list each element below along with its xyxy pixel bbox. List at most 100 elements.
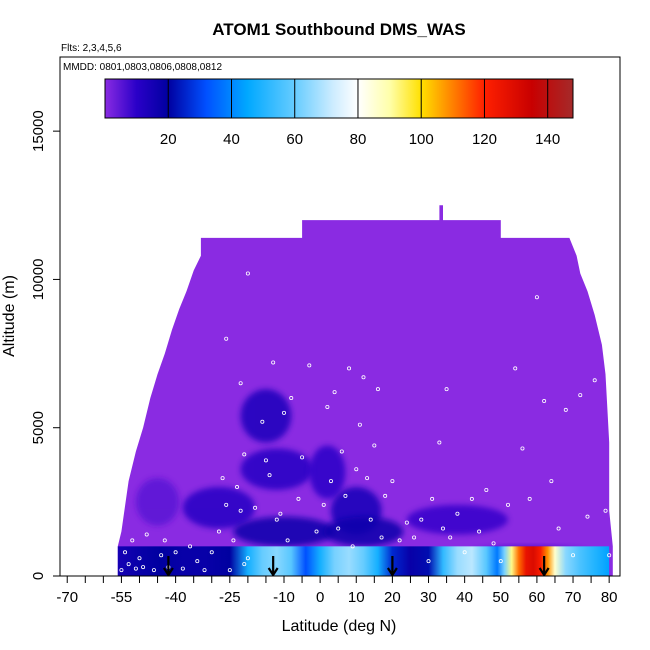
sample-point: [563, 407, 568, 412]
sample-point: [578, 393, 583, 398]
colorbar-tick-label: 120: [472, 131, 497, 148]
y-tick-label: 0: [30, 572, 47, 580]
sample-point: [195, 559, 200, 564]
arrow-markers: [162, 556, 550, 576]
field-blob: [240, 448, 313, 490]
sample-point: [119, 568, 124, 573]
sample-point: [173, 550, 178, 555]
x-tick-label: 50: [492, 589, 509, 606]
colorbar-tick-label: 20: [160, 131, 177, 148]
sample-point: [321, 502, 326, 507]
surface-layer-band: [117, 546, 610, 576]
sample-point: [571, 553, 576, 558]
sample-point: [231, 538, 236, 543]
colorbar-frame: [104, 78, 574, 119]
sample-point: [469, 496, 474, 501]
sample-point: [325, 404, 330, 409]
x-tick-label: -55: [111, 589, 133, 606]
sample-point: [534, 295, 539, 300]
sample-point: [300, 455, 305, 460]
x-axis-label: Latitude (deg N): [282, 618, 397, 635]
sample-point: [527, 496, 532, 501]
sample-point: [242, 562, 247, 567]
field-blob: [406, 504, 508, 535]
down-arrow-marker: [386, 556, 398, 576]
sample-point: [607, 553, 612, 558]
sample-point: [133, 566, 138, 571]
sample-point: [162, 538, 167, 543]
x-tick-label: -40: [165, 589, 187, 606]
sample-point: [412, 535, 417, 540]
x-tick-label: 80: [601, 589, 618, 606]
sample-point: [271, 360, 276, 365]
sample-point: [498, 559, 503, 564]
sample-point: [513, 366, 518, 371]
sample-point: [274, 517, 279, 522]
sample-point: [354, 467, 359, 472]
x-tick-label: 10: [348, 589, 365, 606]
y-axis: 0 5000 10000 15000: [30, 110, 60, 580]
field-blob: [233, 516, 335, 547]
colorbar-tick-label: 140: [535, 131, 560, 148]
sample-point: [328, 479, 333, 484]
sample-point: [242, 452, 247, 457]
sample-point: [202, 568, 207, 573]
sample-point: [477, 529, 482, 534]
colorbar-bar: [105, 79, 573, 118]
sample-point: [549, 479, 554, 484]
concentration-field: [135, 389, 595, 565]
sample-point: [592, 378, 597, 383]
sample-point: [379, 535, 384, 540]
sample-point: [159, 553, 164, 558]
sample-point: [332, 390, 337, 395]
sample-point: [141, 565, 146, 570]
colorbar: 20 40 60 80 100 120 140: [104, 78, 574, 148]
coverage-area: [117, 205, 613, 576]
sample-point: [368, 517, 373, 522]
sample-point: [390, 479, 395, 484]
colorbar-ticks: 20 40 60 80 100 120 140: [160, 79, 560, 148]
sample-point: [123, 550, 128, 555]
x-tick-label: -25: [219, 589, 241, 606]
x-tick-label: -10: [273, 589, 295, 606]
sample-point: [484, 487, 489, 492]
sample-point: [430, 496, 435, 501]
sample-point: [188, 544, 193, 549]
sample-point: [253, 505, 258, 510]
sample-point: [350, 544, 355, 549]
sample-point: [372, 443, 377, 448]
sample-point: [383, 493, 388, 498]
sample-point: [505, 502, 510, 507]
sample-point: [281, 410, 286, 415]
sample-point: [336, 526, 341, 531]
sample-point: [245, 271, 250, 276]
sample-point: [520, 446, 525, 451]
x-tick-label: 30: [420, 589, 437, 606]
colorbar-tick-label: 40: [223, 131, 240, 148]
x-tick-label: 20: [384, 589, 401, 606]
sample-point: [285, 538, 290, 543]
sample-point: [491, 541, 496, 546]
sample-point: [263, 458, 268, 463]
sample-point: [235, 485, 240, 490]
colorbar-tick-label: 80: [350, 131, 367, 148]
plot-frame: [59, 56, 621, 577]
down-arrow-marker: [162, 556, 174, 576]
sample-point: [542, 399, 547, 404]
field-blob: [240, 389, 292, 443]
sample-point: [440, 526, 445, 531]
sample-point: [227, 568, 232, 573]
sample-point: [347, 366, 352, 371]
sample-point: [556, 526, 561, 531]
sample-point: [126, 562, 131, 567]
sample-point: [361, 375, 366, 380]
sample-point: [339, 449, 344, 454]
field-blob: [135, 478, 180, 526]
sample-point: [375, 387, 380, 392]
down-arrow-marker: [267, 556, 279, 576]
x-axis: -70 -55 -40 -25 -10 0 10 20 30 40 50 60 70 80: [56, 576, 618, 606]
sample-point: [224, 336, 229, 341]
field-blob: [323, 516, 404, 547]
sample-point: [437, 440, 442, 445]
